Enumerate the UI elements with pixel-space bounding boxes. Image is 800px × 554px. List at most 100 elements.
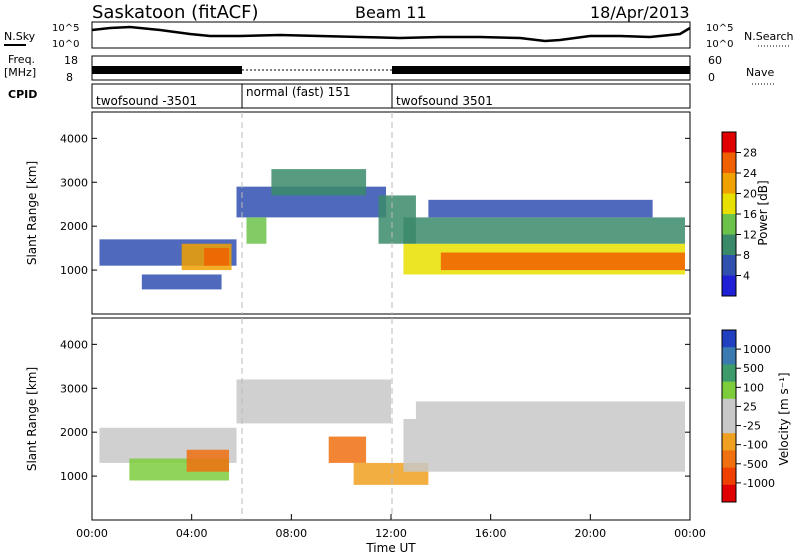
velocity-colorbar-swatch xyxy=(722,330,736,348)
velocity-colorbar-swatch xyxy=(722,416,736,434)
nave-tick-top: 60 xyxy=(708,54,722,67)
station-title: Saskatoon (fitACF) xyxy=(92,2,259,23)
power-data-layer xyxy=(99,169,686,290)
time-xtick-label: 08:00 xyxy=(275,527,307,540)
power-ytick-label: 3000 xyxy=(60,176,88,189)
velocity-colorbar-label: Velocity [m s⁻¹] xyxy=(777,372,791,465)
cpid-segment-2: normal (fast) 151 xyxy=(246,85,350,99)
power-band xyxy=(440,252,686,271)
cpid-label: CPID xyxy=(8,88,37,101)
power-colorbar-tick-label: 16 xyxy=(743,208,757,221)
velocity-band xyxy=(403,419,686,472)
nave-label: Nave xyxy=(746,66,774,79)
power-colorbar-tick-label: 24 xyxy=(743,167,757,180)
power-y-axis: 1000 2000 3000 4000 xyxy=(60,132,690,277)
velocity-colorbar-swatch xyxy=(722,364,736,383)
nsky-tick-bottom: 10^0 xyxy=(52,39,79,50)
power-colorbar-label: Power [dB] xyxy=(756,180,770,245)
power-colorbar-swatch xyxy=(722,193,736,215)
beam-title: Beam 11 xyxy=(355,3,427,22)
time-xlabel: Time UT xyxy=(365,541,416,554)
nsearch-label: N.Search xyxy=(744,30,794,43)
power-colorbar-swatch xyxy=(722,275,736,297)
cpid-strip: CPID twofsound -3501 normal (fast) 151 t… xyxy=(8,83,691,109)
time-xtick-label: 20:00 xyxy=(574,527,606,540)
velocity-colorbar-swatch xyxy=(722,381,736,400)
power-band xyxy=(246,217,267,244)
freq-label-2: [MHz] xyxy=(4,66,36,79)
power-colorbar-swatch xyxy=(722,173,736,194)
velocity-band xyxy=(236,379,391,424)
power-band xyxy=(403,217,686,244)
velocity-colorbar-tick-label: -1000 xyxy=(743,477,775,490)
power-ytick-label: 1000 xyxy=(60,264,88,277)
velocity-band xyxy=(186,449,230,472)
time-xtick-label: 04:00 xyxy=(176,527,208,540)
velocity-ytick-label: 3000 xyxy=(60,382,88,395)
velocity-band xyxy=(328,436,367,463)
velocity-band xyxy=(415,401,686,419)
velocity-panel: 1000 2000 3000 4000 00:00 04:00 08:00 12:00 16:… xyxy=(25,317,706,554)
cpid-segment-1: twofsound -3501 xyxy=(96,94,197,108)
power-band xyxy=(271,169,367,196)
power-band xyxy=(428,199,653,218)
power-colorbar-swatch xyxy=(722,214,736,235)
velocity-colorbar-swatch xyxy=(722,347,736,365)
freq-label-1: Freq. xyxy=(8,53,35,66)
velocity-colorbar-tick-label: 1000 xyxy=(743,343,771,356)
velocity-colorbar-frame xyxy=(721,329,737,503)
velocity-colorbar-tick-label: 100 xyxy=(743,381,764,394)
velocity-colorbar-tick-label: 500 xyxy=(743,362,764,375)
power-colorbar: 28 24 20 16 12 8 4 Power [dB] xyxy=(721,131,770,297)
nsky-label: N.Sky xyxy=(4,30,36,43)
time-x-axis: 00:00 04:00 08:00 12:00 16:00 20:00 00:00 xyxy=(76,514,706,540)
power-colorbar-swatch xyxy=(722,234,736,256)
power-colorbar-tick-label: 20 xyxy=(743,188,757,201)
time-xtick-label: 16:00 xyxy=(475,527,507,540)
power-ytick-label: 2000 xyxy=(60,220,88,233)
power-panel: 1000 2000 3000 4000 Slant Range [km] xyxy=(25,111,691,315)
nsky-strip: N.Sky 10^5 10^0 10^5 10^0 N.Search xyxy=(4,21,794,50)
nsearch-tick-bottom: 10^0 xyxy=(706,39,733,50)
freq-strip: Freq. [MHz] 18 8 60 0 Nave xyxy=(4,53,776,85)
power-colorbar-tick-label: 4 xyxy=(743,270,750,283)
time-xtick-label: 00:00 xyxy=(76,527,108,540)
time-xtick-label: 00:00 xyxy=(674,527,706,540)
power-ylabel: Slant Range [km] xyxy=(25,161,39,265)
velocity-colorbar-swatch xyxy=(722,433,736,451)
velocity-colorbar-tick-label: -500 xyxy=(743,458,768,471)
power-band xyxy=(141,274,222,290)
time-xtick-label: 12:00 xyxy=(375,527,407,540)
power-band xyxy=(204,248,230,266)
date-title: 18/Apr/2013 xyxy=(590,3,690,22)
nave-tick-bottom: 0 xyxy=(708,71,715,84)
velocity-ytick-label: 1000 xyxy=(60,470,88,483)
freq-tick-top: 18 xyxy=(64,54,78,67)
velocity-colorbar-swatch xyxy=(722,398,736,417)
power-colorbar-tick-label: 12 xyxy=(743,229,757,242)
freq-trace-right xyxy=(392,66,690,74)
velocity-colorbar-swatch xyxy=(722,467,736,486)
velocity-colorbar-tick-label: -25 xyxy=(743,420,761,433)
velocity-colorbar-swatch xyxy=(722,484,736,503)
power-colorbar-tick-label: 28 xyxy=(743,147,757,160)
velocity-colorbar-tick-label: -100 xyxy=(743,439,768,452)
nsearch-tick-top: 10^5 xyxy=(706,23,733,34)
velocity-colorbar-swatch xyxy=(722,450,736,469)
power-colorbar-swatch xyxy=(722,255,736,276)
power-colorbar-swatch xyxy=(722,132,736,153)
freq-trace-left xyxy=(92,66,242,74)
velocity-colorbar: 1000 500 100 25 -25 -100 -500 -1000 Velocity [m… xyxy=(721,329,791,503)
nsky-tick-top: 10^5 xyxy=(52,23,79,34)
velocity-y-axis: 1000 2000 3000 4000 xyxy=(60,338,690,483)
freq-tick-bottom: 8 xyxy=(66,71,73,84)
power-colorbar-swatch xyxy=(722,152,736,174)
velocity-data-layer xyxy=(99,379,686,485)
velocity-ylabel: Slant Range [km] xyxy=(25,367,39,471)
cpid-segment-3: twofsound 3501 xyxy=(396,94,493,108)
velocity-colorbar-tick-label: 25 xyxy=(743,400,757,413)
velocity-ytick-label: 4000 xyxy=(60,338,88,351)
power-colorbar-tick-label: 8 xyxy=(743,249,750,262)
velocity-ytick-label: 2000 xyxy=(60,426,88,439)
